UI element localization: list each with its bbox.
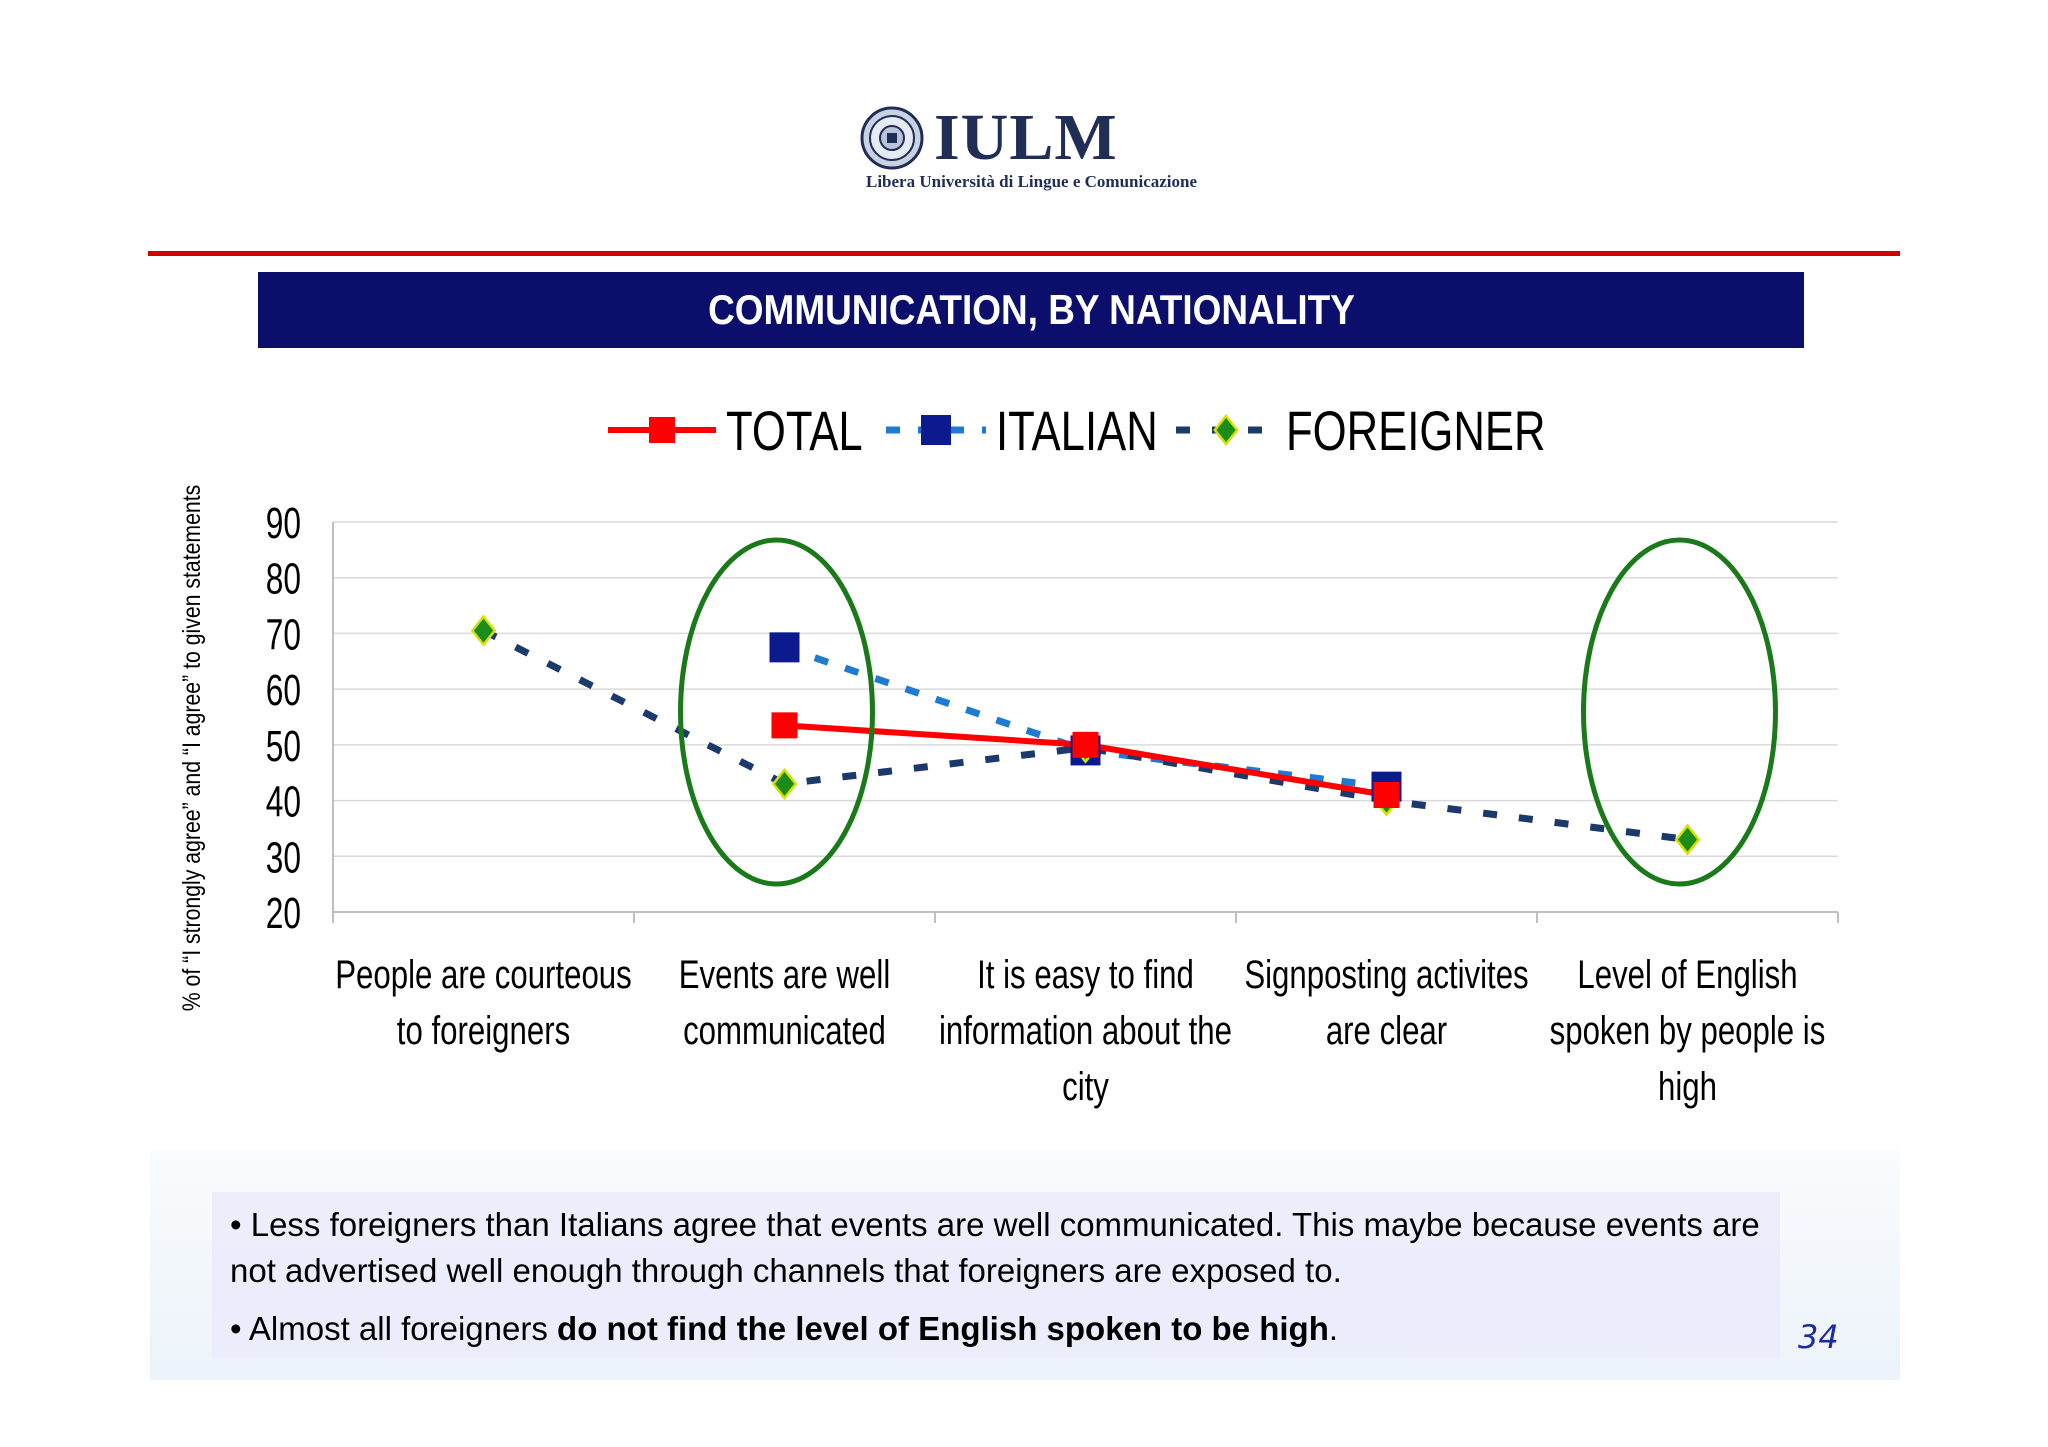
data-point-total (771, 712, 798, 739)
data-point-foreigner (771, 767, 798, 800)
data-point-italian (769, 632, 800, 663)
legend-marker-foreigner (1213, 413, 1239, 447)
notes-box: • Less foreigners than Italians agree th… (212, 1192, 1780, 1358)
x-category-label: People are courteous (335, 952, 632, 997)
y-axis: 90 80 70 60 50 40 30 20 % of “I strongly agree” … (177, 485, 334, 1011)
slide-title: COMMUNICATION, BY NATIONALITY (707, 286, 1355, 333)
logo-subtitle: Libera Università di Lingue e Comunicazi… (866, 172, 1198, 191)
data-point-foreigner (470, 614, 497, 647)
header-rule (148, 251, 1900, 256)
chart-legend: TOTAL ITALIAN FOREIGNER (608, 400, 1546, 462)
chart-grid (333, 521, 1838, 913)
logo-name: IULM (934, 101, 1118, 174)
chart-series (470, 614, 1701, 856)
university-seal-icon (860, 106, 924, 170)
x-category-label: communicated (683, 1008, 886, 1053)
note-line-2: • Almost all foreigners do not find the … (230, 1306, 1780, 1352)
note-line-2-bold: do not find the level of English spoken … (557, 1310, 1329, 1347)
x-category-label: information about the (939, 1008, 1232, 1053)
legend-label: ITALIAN (996, 400, 1158, 462)
slide-title-bar: COMMUNICATION, BY NATIONALITY (258, 272, 1804, 348)
iulm-logo: IULM Libera Università di Lingue e Comun… (860, 100, 1200, 200)
legend-label: FOREIGNER (1286, 400, 1546, 462)
legend-marker-italian (921, 415, 951, 445)
series-line-italian (783, 644, 1387, 791)
x-category-label: Events are well (679, 952, 890, 997)
y-tick-label: 70 (266, 610, 301, 659)
x-category-label: are clear (1326, 1008, 1447, 1053)
x-category-label: Level of English (1577, 952, 1797, 997)
highlight-ellipse (1581, 537, 1778, 887)
series-line-foreigner (481, 627, 1688, 844)
x-category-label: to foreigners (397, 1008, 570, 1053)
y-axis-title: % of “I strongly agree” and “I agree” to… (177, 485, 205, 1011)
x-category-label: city (1062, 1064, 1109, 1109)
y-tick-label: 30 (266, 833, 301, 882)
note-line-2-suffix: . (1328, 1310, 1339, 1347)
note-line-1: • Less foreigners than Italians agree th… (230, 1206, 1760, 1289)
y-tick-label: 20 (266, 889, 301, 938)
x-category-label: Signposting activites (1244, 952, 1528, 997)
data-point-foreigner (1674, 823, 1701, 856)
note-line-2-prefix: • Almost all foreigners (230, 1310, 558, 1347)
legend-label: TOTAL (726, 400, 863, 462)
x-category-label: It is easy to find (977, 952, 1194, 997)
page-number: 34 (1798, 1318, 1839, 1356)
data-point-total (1373, 782, 1400, 808)
x-axis: People are courteous to foreigners Events … (332, 911, 1839, 1109)
y-tick-label: 90 (266, 499, 301, 548)
legend-marker-total (649, 417, 675, 443)
y-tick-label: 40 (266, 778, 301, 827)
y-tick-label: 80 (266, 555, 301, 604)
chart-highlights (678, 537, 1778, 887)
highlight-ellipse (678, 537, 875, 887)
x-category-label: high (1658, 1064, 1717, 1109)
y-tick-label: 60 (266, 666, 301, 715)
x-category-label: spoken by people is (1550, 1008, 1826, 1053)
y-tick-label: 50 (266, 722, 301, 771)
data-point-total (1072, 731, 1099, 758)
